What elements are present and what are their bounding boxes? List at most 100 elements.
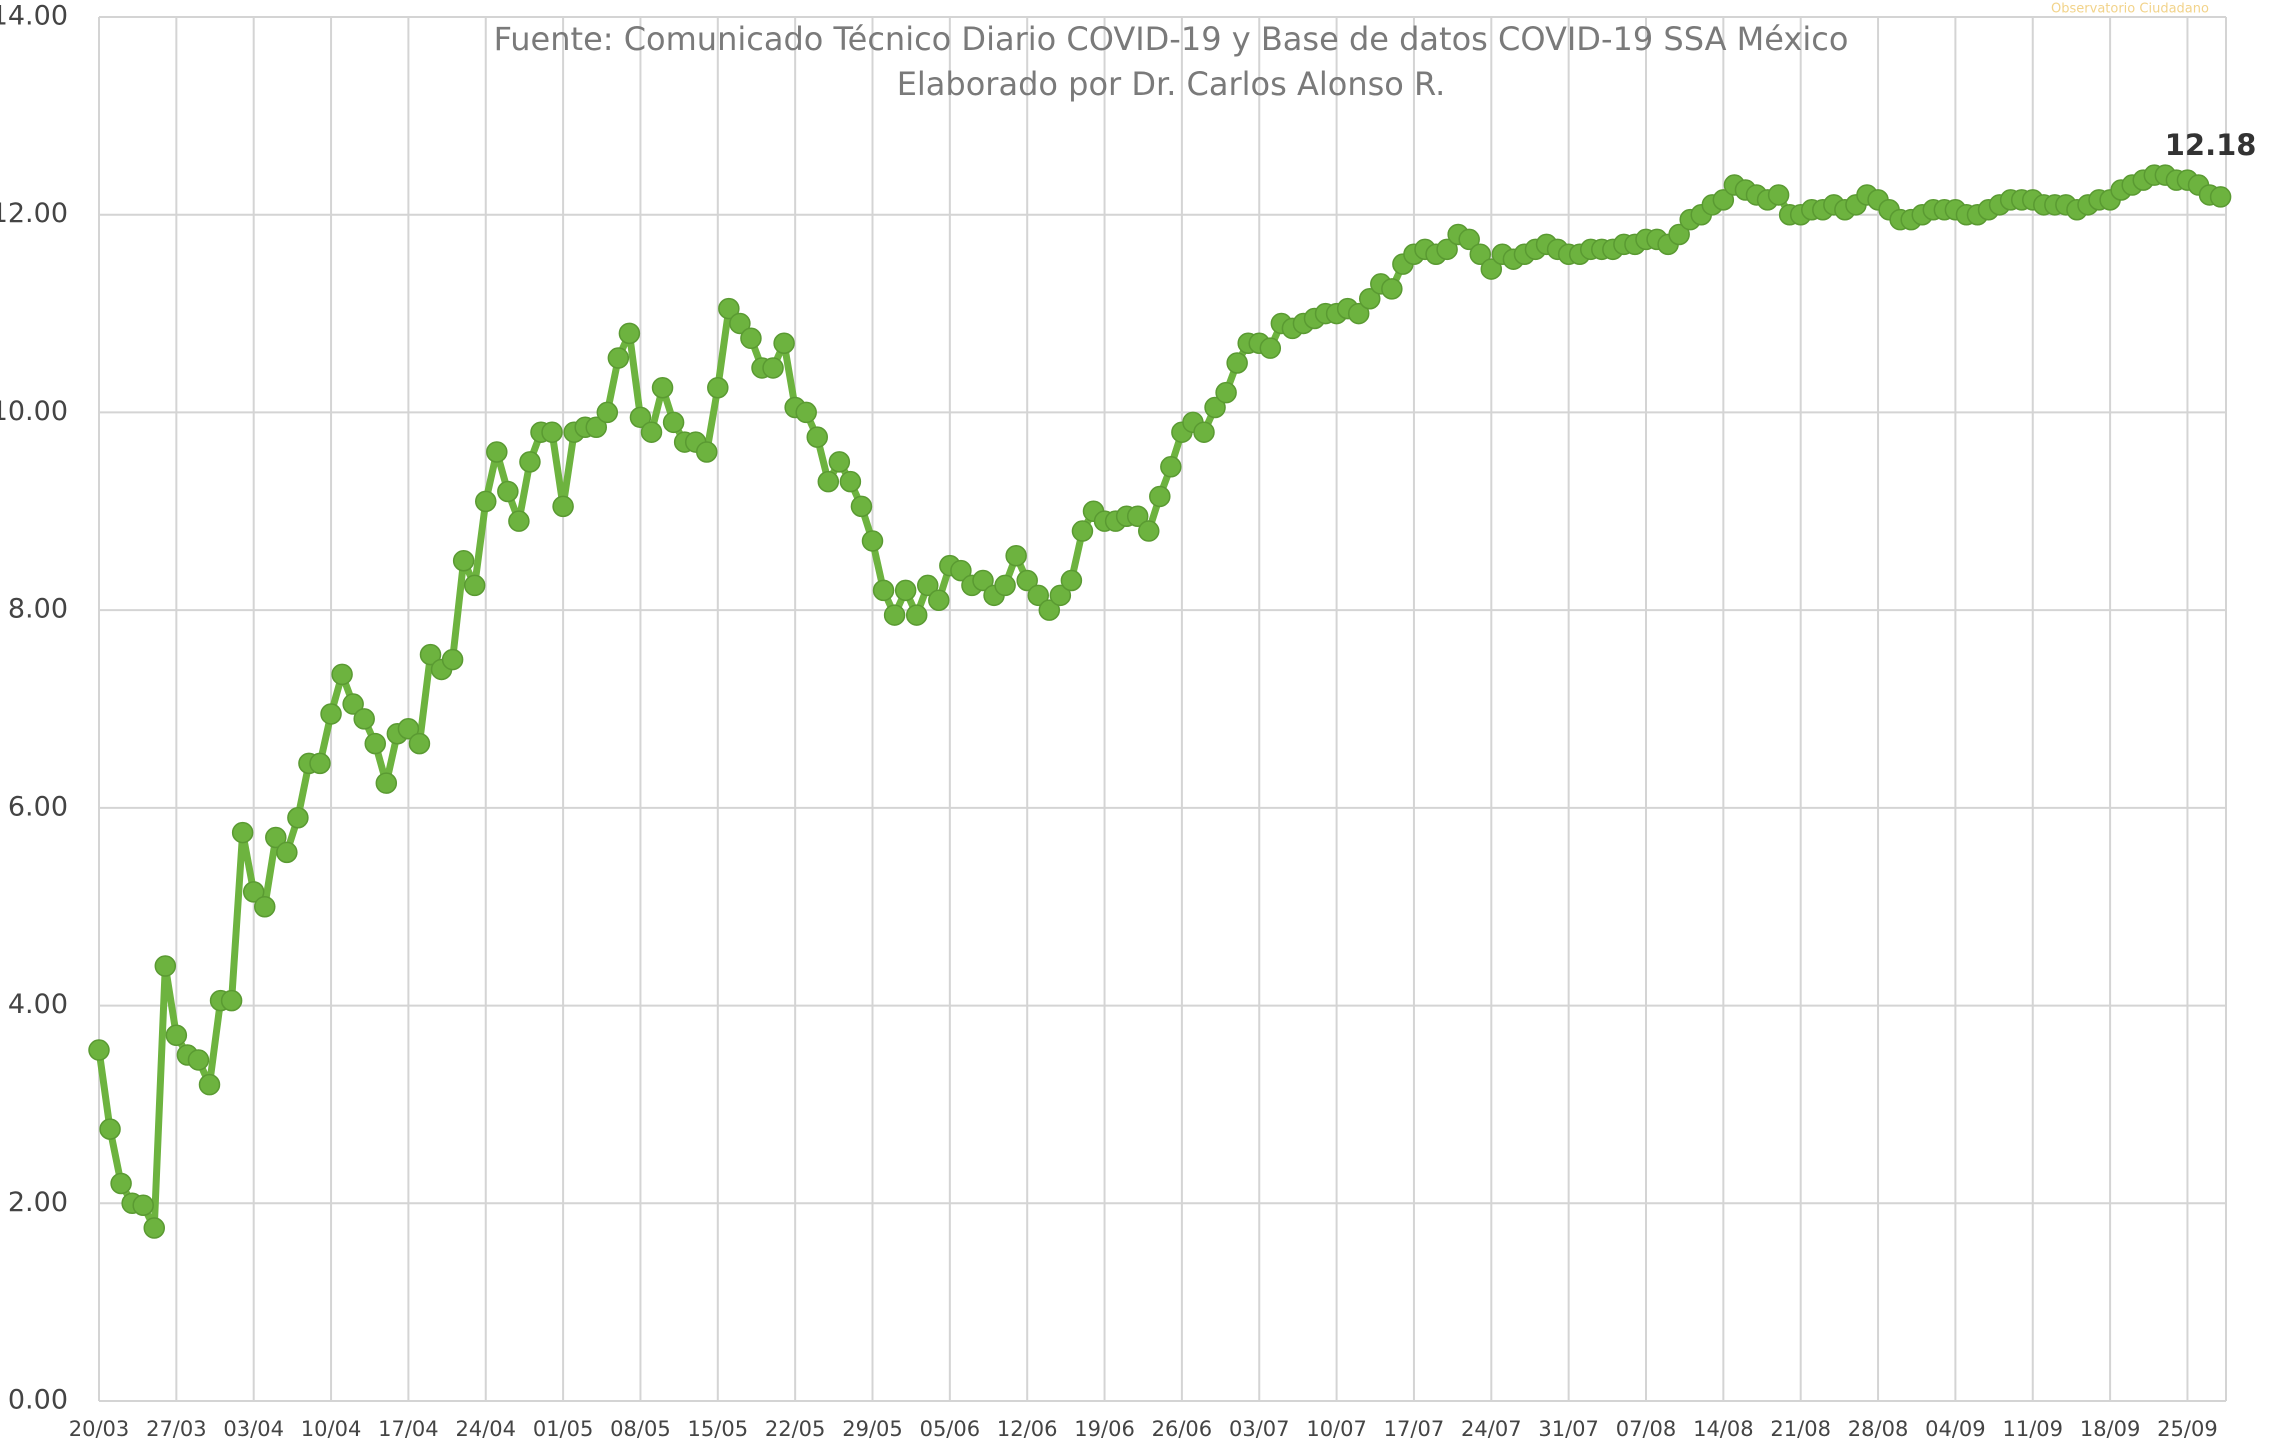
data-point	[1005, 545, 1027, 567]
data-point	[1668, 223, 1690, 246]
data-point	[1359, 287, 1381, 310]
data-point	[452, 549, 475, 572]
data-point	[419, 643, 442, 666]
data-point	[861, 530, 884, 552]
x-tick-label: 24/04	[455, 1417, 516, 1441]
data-point	[729, 312, 751, 335]
data-point	[99, 1118, 121, 1140]
x-tick-label: 31/07	[1538, 1417, 1599, 1441]
data-point	[1149, 485, 1171, 508]
data-point	[1138, 520, 1160, 542]
x-tick-label: 25/09	[2157, 1417, 2218, 1441]
data-point	[1204, 396, 1226, 419]
data-point	[894, 579, 917, 602]
data-point	[795, 401, 817, 424]
data-point	[762, 357, 784, 379]
data-point	[1071, 520, 1094, 542]
data-point	[1160, 456, 1182, 478]
y-tick-label: 6.00	[8, 791, 68, 822]
x-tick-label: 07/08	[1616, 1417, 1677, 1441]
data-point	[1193, 421, 1215, 443]
data-point	[872, 579, 895, 602]
data-point	[2209, 186, 2232, 208]
x-tick-label: 26/06	[1152, 1417, 1213, 1441]
data-point	[1049, 584, 1072, 607]
data-point	[1712, 189, 1735, 211]
data-point	[1767, 184, 1790, 206]
data-point	[718, 297, 740, 320]
data-point	[242, 881, 265, 903]
x-tick-label: 01/05	[533, 1417, 594, 1441]
data-point	[585, 416, 607, 439]
data-point	[342, 693, 364, 715]
data-point	[640, 421, 663, 443]
data-point	[265, 826, 287, 849]
x-tick-label: 17/07	[1384, 1417, 1445, 1441]
data-point	[828, 451, 851, 473]
x-tick-label: 12/06	[997, 1417, 1058, 1441]
value-label: 12.18	[2165, 128, 2257, 162]
data-point	[629, 406, 652, 429]
y-tick-label: 8.00	[8, 594, 68, 625]
data-point	[231, 821, 254, 844]
x-tick-label: 14/08	[1693, 1417, 1754, 1441]
data-point	[508, 510, 530, 532]
x-tick-label: 19/06	[1074, 1417, 1135, 1441]
x-tick-label: 10/04	[301, 1417, 362, 1441]
x-tick-label: 03/07	[1229, 1417, 1290, 1441]
data-point	[817, 470, 840, 493]
data-point	[154, 955, 177, 977]
data-point	[408, 732, 431, 755]
data-point	[618, 322, 641, 345]
data-point	[475, 490, 497, 513]
data-point	[839, 470, 862, 493]
data-point	[1060, 569, 1083, 592]
data-point	[88, 1039, 110, 1061]
data-point	[596, 401, 619, 424]
data-point	[353, 708, 375, 730]
x-tick-label: 15/05	[688, 1417, 749, 1441]
data-point	[486, 441, 508, 463]
data-point	[198, 1073, 221, 1096]
data-point	[917, 574, 939, 597]
x-tick-label: 20/03	[69, 1417, 130, 1441]
data-point	[165, 1024, 188, 1046]
data-point	[364, 732, 386, 755]
data-point	[1038, 599, 1061, 621]
y-tick-label: 10.00	[0, 396, 68, 427]
data-point	[132, 1194, 154, 1217]
data-point	[397, 718, 420, 740]
data-point	[143, 1217, 165, 1239]
data-point	[883, 604, 906, 626]
data-point	[1226, 352, 1248, 374]
data-point	[1347, 302, 1370, 325]
watermark: Observatorio Ciudadano	[2051, 2, 2209, 17]
data-point	[110, 1172, 132, 1195]
data-point	[220, 989, 243, 1012]
data-point	[519, 451, 541, 473]
data-point	[320, 703, 342, 725]
x-tick-label: 29/05	[842, 1417, 903, 1441]
data-point	[1458, 228, 1480, 251]
data-point	[309, 752, 331, 775]
grid	[98, 16, 2227, 1402]
data-point	[1027, 584, 1049, 607]
data-point	[1126, 505, 1149, 527]
data-point	[850, 495, 873, 518]
data-point	[463, 574, 486, 597]
data-point	[972, 569, 994, 592]
data-point	[497, 480, 519, 503]
data-point	[1016, 569, 1038, 592]
x-tick-label: 11/09	[2002, 1417, 2063, 1441]
data-point	[928, 589, 950, 612]
x-tick-label: 22/05	[765, 1417, 826, 1441]
x-tick-label: 28/08	[1848, 1417, 1909, 1441]
data-point	[1259, 337, 1282, 359]
data-point	[607, 347, 630, 369]
y-tick-label: 14.00	[0, 1, 68, 32]
data-point	[905, 604, 928, 626]
x-tick-label: 24/07	[1461, 1417, 1522, 1441]
